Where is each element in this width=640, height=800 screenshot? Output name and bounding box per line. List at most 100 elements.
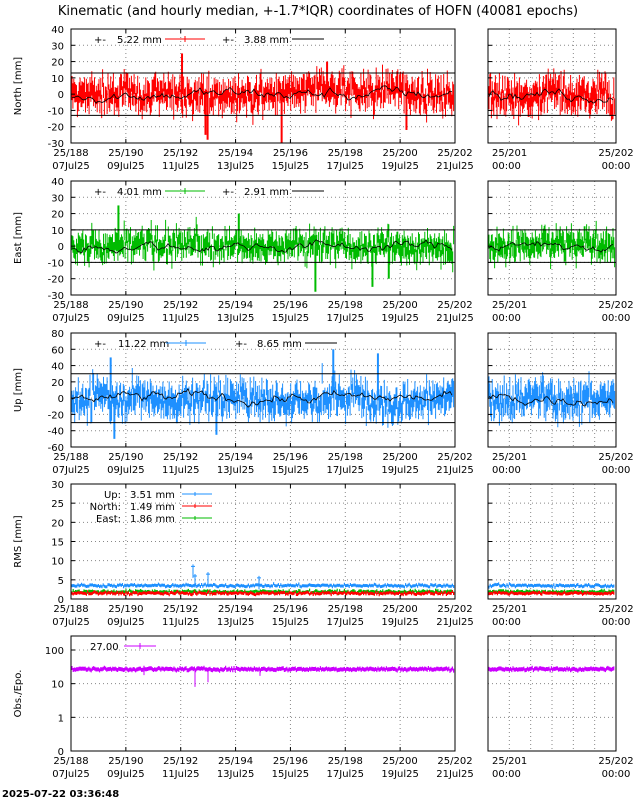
x-tick-label-date: 21Jul25 xyxy=(436,769,474,780)
x-tick-label: 25/198 xyxy=(328,604,363,615)
x-tick-label: 25/198 xyxy=(328,452,363,463)
plot-frame xyxy=(70,28,456,144)
x-tick-label: 25/194 xyxy=(218,452,253,463)
x-tick-label: 25/196 xyxy=(273,452,308,463)
plot-frame xyxy=(70,635,456,752)
y-tick-label: 0 xyxy=(58,90,64,101)
median-line-east xyxy=(488,240,614,253)
x-tick-label: 25/190 xyxy=(108,148,143,159)
x-tick-label: 25/194 xyxy=(218,300,253,311)
y-tick-label: 40 xyxy=(51,25,64,36)
x-tick-label-date: 00:00 xyxy=(602,465,631,476)
x-tick-label-date: 07Jul25 xyxy=(52,617,90,628)
x-tick-label-date: 09Jul25 xyxy=(107,769,145,780)
y-tick-label: -10 xyxy=(48,258,64,269)
plot-frame xyxy=(487,180,617,296)
x-tick-label-date: 17Jul25 xyxy=(327,465,365,476)
x-tick-label: 25/188 xyxy=(53,604,88,615)
legend-value: 1.86 mm xyxy=(130,514,175,525)
y-tick-label: 20 xyxy=(51,210,64,221)
series-north xyxy=(71,64,455,125)
x-tick-label-date: 11Jul25 xyxy=(162,617,200,628)
x-tick-label: 25/192 xyxy=(163,452,198,463)
y-tick-label: 25 xyxy=(51,499,64,510)
x-tick-label: 25/201 xyxy=(492,452,527,463)
y-tick-label: 0 xyxy=(58,242,64,253)
median-line-north xyxy=(488,88,614,104)
x-tick-label: 25/188 xyxy=(53,148,88,159)
series-north xyxy=(488,68,616,126)
plot-main-up: 25/188 07Jul25 25/190 09Jul25 25/192 11Jul25 2… xyxy=(52,332,474,476)
x-tick-label-date: 19Jul25 xyxy=(381,161,419,172)
x-tick-label: 25/196 xyxy=(273,756,308,767)
y-axis-label-obs: Obs./Epo. xyxy=(13,670,24,718)
legend-value: 5.22 mm xyxy=(117,35,162,46)
y-axis-label-east: East [mm] xyxy=(13,212,24,264)
legend-marker-glyph: +- xyxy=(222,35,234,46)
y-tick-label: 60 xyxy=(51,345,64,356)
x-tick-label: 25/202 xyxy=(437,452,472,463)
x-tick-label: 25/200 xyxy=(383,604,418,615)
x-tick-label: 25/198 xyxy=(328,148,363,159)
legend-median-value: 8.65 mm xyxy=(257,339,302,350)
series-rms-north xyxy=(488,590,615,596)
series-east xyxy=(488,220,616,269)
legend-label: Up: xyxy=(104,490,121,501)
x-tick-label-date: 07Jul25 xyxy=(52,465,90,476)
legend-value: 27.00 xyxy=(90,642,119,653)
x-tick-label-date: 19Jul25 xyxy=(381,769,419,780)
legend-marker-glyph: +- xyxy=(94,339,106,350)
series-east xyxy=(71,216,455,273)
series-obs xyxy=(488,665,615,673)
panel-north: North [mm]25/18807Jul2525/19009Jul2525/1… xyxy=(13,25,634,172)
y-tick-label: 0 xyxy=(58,747,64,758)
y-axis-label-north: North [mm] xyxy=(13,57,24,116)
x-tick-label-date: 15Jul25 xyxy=(272,769,310,780)
x-tick-label-date: 13Jul25 xyxy=(217,769,255,780)
x-tick-label-date: 19Jul25 xyxy=(381,313,419,324)
x-tick-label-date: 19Jul25 xyxy=(381,465,419,476)
x-tick-label-date: 17Jul25 xyxy=(327,617,365,628)
y-tick-label: 10 xyxy=(51,74,64,85)
y-tick-label: 0 xyxy=(58,595,64,606)
x-tick-label-date: 09Jul25 xyxy=(107,161,145,172)
rms-spike-marker xyxy=(206,572,210,577)
y-tick-label: 80 xyxy=(51,329,64,340)
x-tick-label: 25/196 xyxy=(273,148,308,159)
x-tick-label: 25/198 xyxy=(328,300,363,311)
y-tick-label: -20 xyxy=(48,123,64,134)
x-tick-label: 25/200 xyxy=(383,756,418,767)
median-line-up xyxy=(488,394,614,407)
x-tick-label-date: 21Jul25 xyxy=(436,617,474,628)
plot-zoom-up: 25/201 00:00 25/202 00:00 xyxy=(487,332,634,476)
y-tick-label: 10 xyxy=(51,226,64,237)
x-tick-label-date: 00:00 xyxy=(602,313,631,324)
y-tick-label: 20 xyxy=(51,58,64,69)
x-tick-label: 25/200 xyxy=(383,300,418,311)
y-tick-label: 15 xyxy=(51,538,64,549)
y-tick-label: 40 xyxy=(51,362,64,373)
x-tick-label: 25/202 xyxy=(437,300,472,311)
x-tick-label: 25/200 xyxy=(383,148,418,159)
x-tick-label: 25/202 xyxy=(598,148,633,159)
x-tick-label: 25/190 xyxy=(108,604,143,615)
x-tick-label-date: 00:00 xyxy=(602,769,631,780)
legend-value: 4.01 mm xyxy=(117,187,162,198)
series-obs xyxy=(71,665,455,673)
rms-spike-marker xyxy=(257,575,261,580)
x-tick-label: 25/194 xyxy=(218,604,253,615)
x-tick-label-date: 09Jul25 xyxy=(107,313,145,324)
x-tick-label: 25/202 xyxy=(598,300,633,311)
legend-value: 3.51 mm xyxy=(130,490,175,501)
x-tick-label-date: 00:00 xyxy=(492,769,521,780)
x-tick-label: 25/201 xyxy=(492,756,527,767)
x-tick-label-date: 15Jul25 xyxy=(272,161,310,172)
x-tick-label: 25/202 xyxy=(437,604,472,615)
y-tick-label: -30 xyxy=(48,139,64,150)
x-tick-label: 25/188 xyxy=(53,300,88,311)
x-tick-label: 25/192 xyxy=(163,604,198,615)
plot-frame xyxy=(70,180,456,296)
x-tick-label-date: 21Jul25 xyxy=(436,313,474,324)
y-tick-label: -20 xyxy=(48,410,64,421)
